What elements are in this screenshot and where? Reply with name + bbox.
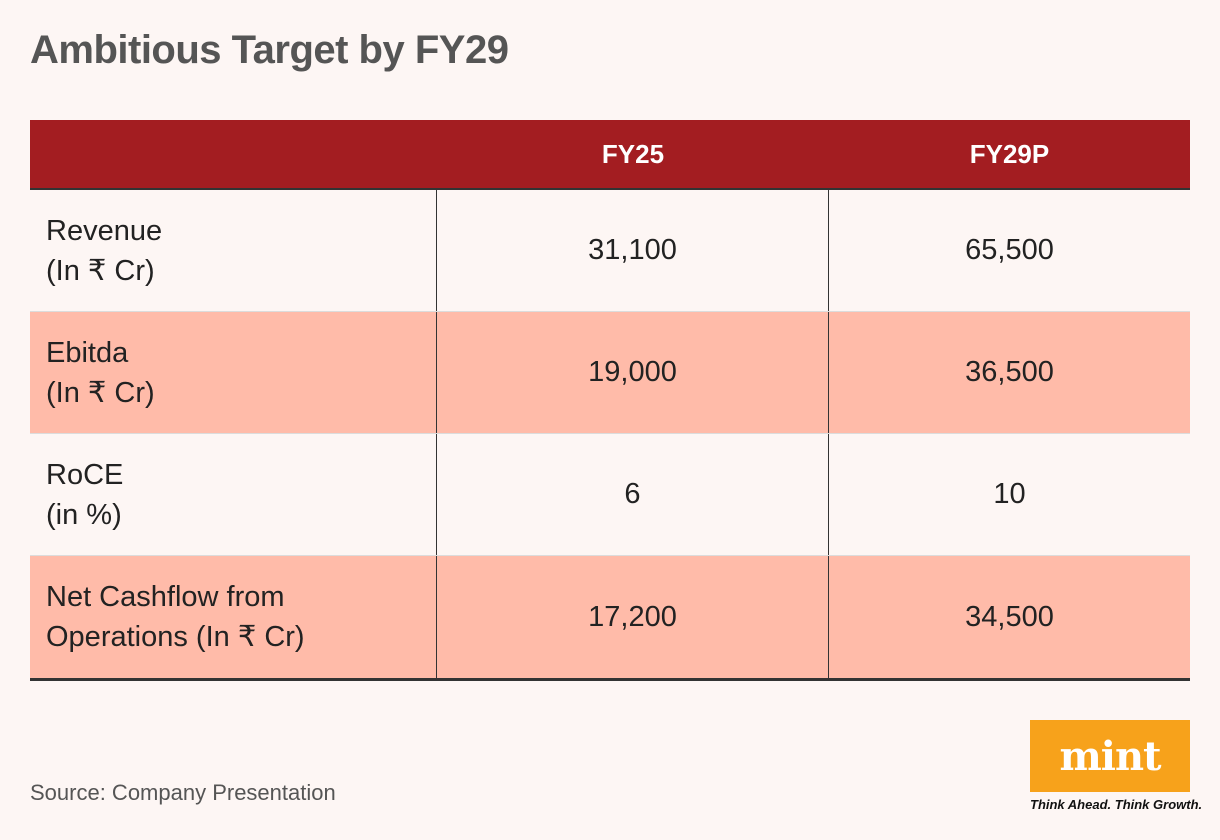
logo-text: mint <box>1059 732 1161 780</box>
value-fy29p: 36,500 <box>965 356 1054 388</box>
row-label: Revenue (In ₹ Cr) <box>30 190 437 311</box>
source-note: Source: Company Presentation <box>30 780 336 805</box>
row-label-line2: (In ₹ Cr) <box>46 376 155 409</box>
data-table: FY25 FY29P Revenue (In ₹ Cr) 31,100 65,5… <box>30 120 1190 681</box>
row-label: Net Cashflow from Operations (In ₹ Cr) <box>30 556 437 678</box>
value-fy25: 31,100 <box>437 190 829 311</box>
row-label-line2: (In ₹ Cr) <box>46 254 155 287</box>
value-fy25: 6 <box>437 434 829 555</box>
value-fy29p: 10 <box>993 478 1026 510</box>
row-label-line1: Ebitda <box>46 336 129 369</box>
value-fy29p: 34,500 <box>965 600 1054 633</box>
logo-tagline: Think Ahead. Think Growth. <box>1030 797 1203 812</box>
header-divider <box>30 188 1190 190</box>
value-fy29p: 65,500 <box>965 234 1054 266</box>
chart-title: Ambitious Target by FY29 <box>30 28 509 72</box>
header-cell-fy25: FY25 <box>601 138 665 169</box>
table-header: FY25 FY29P <box>30 120 1190 188</box>
mint-logo: mint <box>1030 720 1190 792</box>
row-label: Ebitda (In ₹ Cr) <box>30 312 437 433</box>
row-label-line2: (in %) <box>46 498 122 531</box>
table-row-net-cashflow: Net Cashflow from Operations (In ₹ Cr) 1… <box>30 556 1190 681</box>
header-cell-fy29p: FY29P <box>969 138 1050 169</box>
table-row-ebitda: Ebitda (In ₹ Cr) 19,000 36,500 <box>30 312 1190 434</box>
table-row-roce: RoCE (in %) 6 10 <box>30 434 1190 556</box>
row-label: RoCE (in %) <box>30 434 437 555</box>
row-label-line2: Operations (In ₹ Cr) <box>46 621 305 653</box>
row-label-line1: Revenue <box>46 214 163 247</box>
table-row-revenue: Revenue (In ₹ Cr) 31,100 65,500 <box>30 190 1190 312</box>
value-fy25: 19,000 <box>437 312 829 433</box>
row-label-line1: Net Cashflow from <box>46 581 285 613</box>
value-fy25: 17,200 <box>437 556 829 678</box>
header-cell-label <box>30 120 437 188</box>
row-label-line1: RoCE <box>46 458 124 491</box>
